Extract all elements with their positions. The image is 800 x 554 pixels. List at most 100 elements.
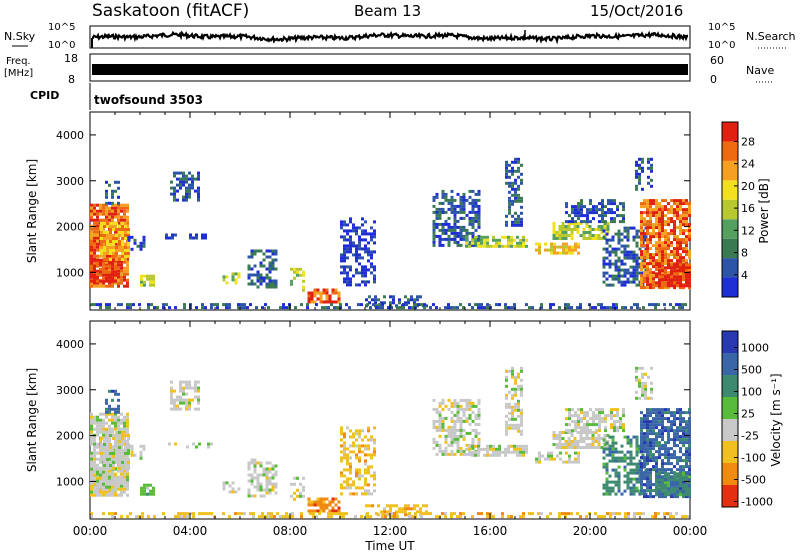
heatmap-cell [313,288,317,292]
heatmap-cell [643,202,646,206]
heatmap-cell [682,478,685,482]
x-tick-label: 08:00 [273,524,308,538]
heatmap-cell [685,472,688,476]
heatmap-cell [185,386,188,390]
heatmap-cell [685,220,688,224]
heatmap-cell [259,473,263,477]
heatmap-cell [626,483,630,487]
heatmap-cell [197,171,200,175]
heatmap-cell [370,226,373,230]
heatmap-cell [444,452,448,456]
heatmap-cell [635,450,639,454]
heatmap-cell [567,228,571,231]
heatmap-cell [149,492,152,496]
heatmap-cell [225,303,228,307]
heatmap-cell [459,228,463,232]
heatmap-cell [250,476,254,480]
heatmap-cell [114,424,117,428]
heatmap-cell [655,426,658,430]
heatmap-cell [468,210,472,214]
heatmap-cell [121,231,124,234]
heatmap-cell [340,253,343,257]
heatmap-cell [614,492,618,496]
heatmap-cell [604,205,607,209]
heatmap-cell [123,212,126,216]
heatmap-cell [649,256,652,260]
heatmap-cell [459,204,463,208]
heatmap-cell [676,417,679,421]
heatmap-cell [90,460,93,464]
heatmap-cell [343,223,346,227]
heatmap-cell [381,515,384,519]
heatmap-cell [614,232,618,236]
heatmap-cell [676,256,679,260]
heatmap-cell [558,306,561,310]
heatmap-cell [346,247,349,251]
heatmap-cell [247,488,251,492]
heatmap-cell [574,426,577,430]
heatmap-cell [670,253,673,257]
heatmap-cell [640,438,643,442]
heatmap-cell [395,513,398,517]
heatmap-cell [268,467,272,471]
heatmap-cell [126,475,129,479]
heatmap-cell [658,432,661,436]
heatmap-cell [109,225,112,228]
heatmap-cell [655,474,658,478]
heatmap-cell [93,269,96,273]
heatmap-cell [402,303,405,307]
heatmap-cell [646,232,649,236]
heatmap-cell [616,426,619,430]
heatmap-cell [114,421,117,425]
heatmap-cell [480,447,483,451]
heatmap-cell [514,193,517,197]
heatmap-cell [102,203,105,207]
heatmap-cell [99,273,102,277]
heatmap-cell [552,434,556,437]
nave-tick-bottom: 0 [710,73,717,86]
heatmap-cell [655,247,658,251]
heatmap-cell [435,515,438,519]
heatmap-cell [511,193,514,197]
heatmap-cell [108,490,111,494]
heatmap-cell [550,242,553,246]
heatmap-cell [606,222,610,225]
heatmap-cell [508,211,511,215]
heatmap-cell [673,226,676,230]
heatmap-cell [635,271,639,275]
heatmap-cell [106,467,109,470]
heatmap-cell [670,495,673,499]
heatmap-cell [126,215,129,219]
heatmap-cell [658,487,661,491]
heatmap-cell [468,231,472,235]
heatmap-cell [585,437,589,440]
heatmap-cell [459,398,463,402]
heatmap-cell [117,484,120,488]
heatmap-cell [108,430,111,434]
heatmap-cell [459,303,462,307]
heatmap-cell [120,478,123,482]
heatmap-cell [207,445,210,449]
heatmap-cell [271,267,275,271]
heatmap-cell [577,414,580,418]
heatmap-cell [635,453,639,457]
heatmap-cell [684,303,687,307]
heatmap-cell [265,479,269,483]
heatmap-cell [568,245,571,249]
heatmap-cell [658,456,661,460]
heatmap-cell [402,306,405,310]
heatmap-cell [262,488,266,492]
heatmap-cell [638,247,642,251]
heatmap-cell [679,414,682,418]
heatmap-cell [661,420,664,424]
heatmap-cell [664,223,667,227]
heatmap-cell [567,234,571,237]
heatmap-cell [93,448,96,452]
heatmap-cell [517,414,520,418]
heatmap-cell [598,426,601,430]
heatmap-cell [117,475,120,479]
heatmap-cell [655,241,658,245]
heatmap-cell [364,468,367,472]
heatmap-cell [477,306,480,310]
heatmap-cell [682,435,685,439]
